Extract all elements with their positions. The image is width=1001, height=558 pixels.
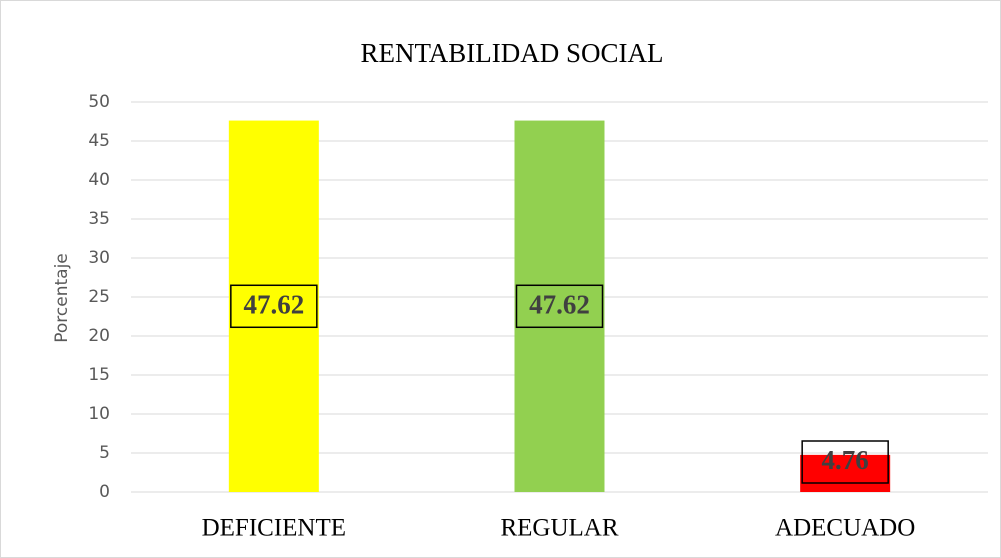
y-tick-label: 50 [88, 92, 110, 112]
data-label-box [515, 284, 604, 329]
y-tick-label: 30 [88, 248, 110, 268]
bar [800, 454, 891, 492]
y-tick-label: 20 [88, 326, 110, 346]
y-tick-label: 5 [99, 443, 110, 463]
y-tick-label: 0 [99, 482, 110, 502]
x-tick-label: ADECUADO [775, 515, 915, 542]
data-label: 4.76 [822, 445, 869, 475]
y-tick-label: 15 [88, 365, 110, 385]
y-tick-label: 40 [88, 170, 110, 190]
chart-title: RENTABILIDAD SOCIAL [360, 38, 663, 68]
data-label: 47.62 [529, 289, 590, 319]
y-tick-label: 35 [88, 209, 110, 229]
bar [228, 120, 319, 493]
x-tick-label: REGULAR [500, 515, 618, 542]
y-tick-label: 45 [88, 131, 110, 151]
data-label-box [801, 440, 889, 484]
y-axis-label: Porcentaje [52, 253, 72, 343]
x-tick-label: DEFICIENTE [202, 515, 346, 542]
data-label: 47.62 [243, 289, 304, 319]
y-tick-label: 10 [88, 404, 110, 424]
y-tick-label: 25 [88, 287, 110, 307]
data-label-box [230, 284, 318, 329]
bar [514, 120, 605, 493]
